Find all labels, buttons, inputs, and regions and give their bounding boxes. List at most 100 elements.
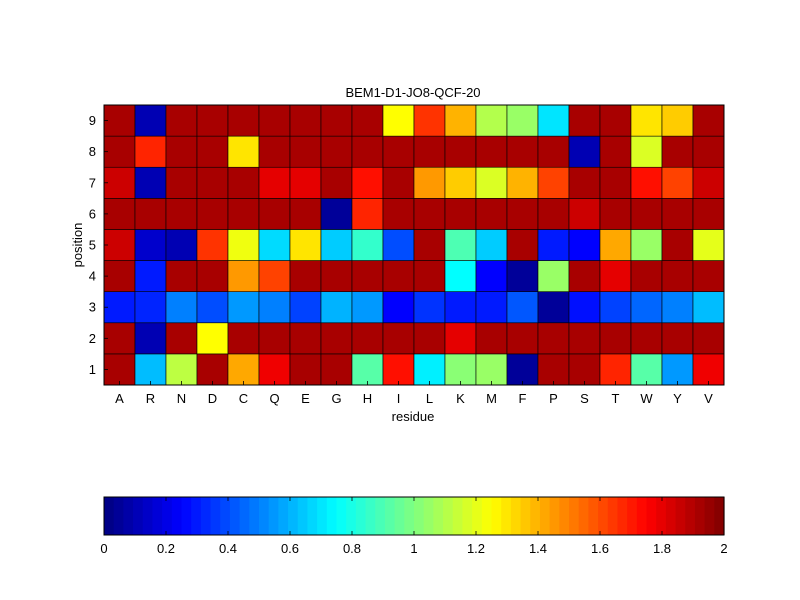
- colorbar-segment: [617, 497, 628, 535]
- heatmap-cell-S-2: [568, 322, 601, 355]
- heatmap-cell-M-2: [475, 322, 508, 355]
- colorbar-tick-label: 2: [720, 541, 727, 556]
- colorbar-segment: [520, 497, 531, 535]
- heatmap-cell-C-4: [227, 260, 260, 292]
- colorbar-segment: [675, 497, 686, 535]
- heatmap-cell-C-6: [227, 198, 260, 230]
- heatmap-cell-W-9: [630, 104, 663, 137]
- x-tick-label-P: P: [549, 391, 558, 406]
- colorbar-segment: [656, 497, 667, 535]
- heatmap-cell-S-6: [568, 198, 601, 230]
- colorbar-segment: [569, 497, 580, 535]
- heatmap-cell-A-8: [103, 135, 136, 168]
- heatmap-cell-Y-7: [661, 166, 694, 199]
- colorbar-segment: [414, 497, 425, 535]
- heatmap-cell-V-4: [692, 260, 725, 292]
- colorbar-segment: [636, 497, 648, 535]
- colorbar-segment: [133, 497, 144, 535]
- heatmap-cells: [103, 104, 725, 386]
- x-tick-label-N: N: [177, 391, 186, 406]
- heatmap-cell-D-4: [196, 260, 229, 292]
- heatmap-cell-Q-9: [258, 104, 291, 137]
- heatmap-cell-G-6: [320, 198, 353, 230]
- heatmap-cell-R-4: [134, 260, 167, 292]
- x-tick-label-I: I: [397, 391, 401, 406]
- colorbar-segment: [423, 497, 434, 535]
- heatmap-cell-Y-2: [661, 322, 694, 355]
- heatmap-cell-R-1: [134, 353, 167, 386]
- heatmap-cell-T-4: [599, 260, 632, 292]
- heatmap-cell-Q-2: [258, 322, 291, 355]
- colorbar-segment: [229, 497, 241, 535]
- heatmap-cell-A-9: [103, 104, 136, 137]
- heatmap-cell-K-2: [444, 322, 477, 355]
- heatmap-cell-E-5: [289, 229, 322, 261]
- colorbar-tick-label: 0.4: [219, 541, 237, 556]
- heatmap-cell-N-2: [165, 322, 198, 355]
- heatmap-cell-K-1: [444, 353, 477, 386]
- heatmap-cell-M-6: [475, 198, 508, 230]
- heatmap-cell-P-7: [537, 166, 570, 199]
- heatmap-cell-P-1: [537, 353, 570, 386]
- y-tick-labels: 1 2 3 4 5 6 7 8 9: [89, 113, 108, 377]
- colorbar-tick-label: 0.2: [157, 541, 175, 556]
- colorbar-segment: [607, 497, 619, 535]
- heatmap-cell-R-9: [134, 104, 167, 137]
- colorbar-segment: [278, 497, 289, 535]
- heatmap-cell-P-4: [537, 260, 570, 292]
- heatmap-cell-G-2: [320, 322, 353, 355]
- heatmap-cell-L-4: [413, 260, 446, 292]
- heatmap-cell-W-8: [630, 135, 663, 168]
- heatmap-cell-D-2: [196, 322, 229, 355]
- x-tick-label-G: G: [331, 391, 341, 406]
- heatmap-cell-K-4: [444, 260, 477, 292]
- heatmap-cell-I-7: [382, 166, 415, 199]
- heatmap-cell-H-1: [351, 353, 384, 386]
- heatmap-cell-K-7: [444, 166, 477, 199]
- heatmap-cell-I-1: [382, 353, 415, 386]
- colorbar-segment: [627, 497, 638, 535]
- heatmap-cell-M-4: [475, 260, 508, 292]
- colorbar-segment: [714, 497, 725, 535]
- heatmap-cell-N-5: [165, 229, 198, 261]
- heatmap-cell-F-5: [506, 229, 539, 261]
- heatmap-cell-Q-5: [258, 229, 291, 261]
- heatmap-cell-Q-4: [258, 260, 291, 292]
- colorbar-segment: [404, 497, 415, 535]
- heatmap-cell-L-2: [413, 322, 446, 355]
- heatmap-cell-W-4: [630, 260, 663, 292]
- heatmap-cell-P-6: [537, 198, 570, 230]
- colorbar-segment: [239, 497, 250, 535]
- heatmap-cell-N-1: [165, 353, 198, 386]
- colorbar-segment: [355, 497, 367, 535]
- x-tick-label-A: A: [115, 391, 124, 406]
- heatmap-cell-L-9: [413, 104, 446, 137]
- heatmap-cell-Q-1: [258, 353, 291, 386]
- heatmap-cell-R-3: [134, 291, 167, 324]
- colorbar-segment: [394, 497, 405, 535]
- colorbar-tick-label: 0.6: [281, 541, 299, 556]
- heatmap-cell-Q-3: [258, 291, 291, 324]
- heatmap-cell-H-2: [351, 322, 384, 355]
- heatmap-cell-V-8: [692, 135, 725, 168]
- heatmap-cell-I-6: [382, 198, 415, 230]
- colorbar-segment: [268, 497, 279, 535]
- colorbar-segment: [336, 497, 347, 535]
- heatmap-cell-F-1: [506, 353, 539, 386]
- heatmap-cell-A-1: [103, 353, 136, 386]
- heatmap-cell-S-3: [568, 291, 601, 324]
- heatmap-cell-I-5: [382, 229, 415, 261]
- heatmap-cell-L-5: [413, 229, 446, 261]
- colorbar-tick-label: 1.4: [529, 541, 547, 556]
- colorbar-segment: [104, 497, 115, 535]
- heatmap-cell-M-8: [475, 135, 508, 168]
- colorbar-segment: [510, 497, 522, 535]
- colorbar-segment: [452, 497, 464, 535]
- y-tick-label-1: 1: [89, 362, 96, 377]
- y-axis-label: position: [70, 223, 85, 268]
- heatmap-cell-H-6: [351, 198, 384, 230]
- heatmap-cell-V-7: [692, 166, 725, 199]
- heatmap-cell-E-7: [289, 166, 322, 199]
- heatmap-cell-N-6: [165, 198, 198, 230]
